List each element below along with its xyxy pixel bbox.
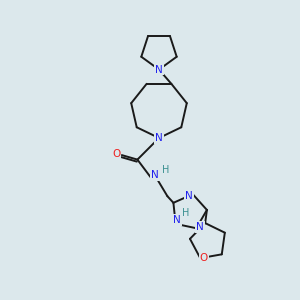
- Text: N: N: [151, 170, 159, 180]
- Text: N: N: [155, 133, 163, 143]
- Text: O: O: [200, 253, 208, 263]
- Text: H: H: [162, 165, 169, 175]
- Text: N: N: [173, 215, 181, 225]
- Text: N: N: [185, 191, 193, 201]
- Text: H: H: [182, 208, 190, 218]
- Text: O: O: [112, 148, 121, 159]
- Text: N: N: [155, 64, 163, 75]
- Text: N: N: [196, 222, 204, 232]
